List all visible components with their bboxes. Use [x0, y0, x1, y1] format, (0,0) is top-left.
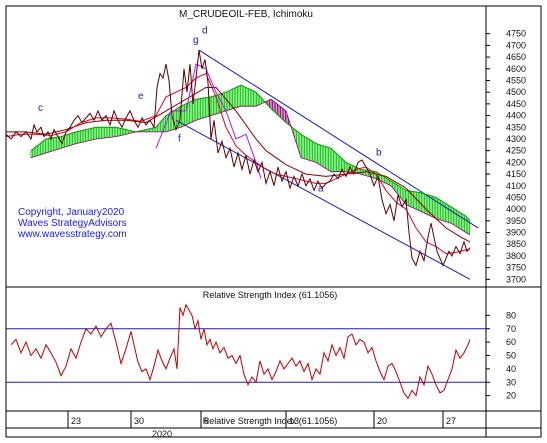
rsi-y-tick-label: 60: [506, 337, 516, 347]
wave-label-b: b: [376, 147, 382, 158]
channel-upper-line: [198, 49, 479, 229]
price-chart-title: M_CRUDEOIL-FEB, Ichimoku: [179, 9, 313, 20]
price-y-axis: 3700375038003850390039504000405041004150…: [486, 29, 526, 284]
year-label: 2020: [152, 429, 172, 439]
price-y-tick-label: 4350: [506, 122, 526, 132]
date-tick-label: 23: [71, 416, 81, 426]
date-tick-label: 27: [446, 416, 456, 426]
rsi-chart-title: Relative Strength Index (61.1056): [203, 290, 338, 300]
rsi-series-line: [10, 303, 471, 400]
kijun-line: [6, 87, 471, 243]
date-axis: 23 30 6 13 20 27: [67, 411, 456, 428]
price-y-tick-label: 3950: [506, 216, 526, 226]
price-y-tick-label: 4700: [506, 40, 526, 50]
price-y-tick-label: 3700: [506, 274, 526, 284]
rsi-y-tick-label: 80: [506, 310, 516, 320]
price-y-tick-label: 3750: [506, 263, 526, 273]
price-y-tick-label: 4150: [506, 169, 526, 179]
ichimoku-cloud: [30, 85, 470, 235]
watermark-line-1: Copyright, January2020: [18, 207, 125, 218]
price-y-tick-label: 4250: [506, 146, 526, 156]
price-y-tick-label: 3850: [506, 239, 526, 249]
wave-label-e: e: [138, 91, 144, 102]
price-y-tick-label: 4200: [506, 157, 526, 167]
wave-label-c: c: [38, 103, 43, 114]
rsi-y-tick-label: 30: [506, 377, 516, 387]
rsi-y-tick-label: 50: [506, 351, 516, 361]
price-y-tick-label: 4300: [506, 134, 526, 144]
rsi-line: [10, 303, 471, 400]
rsi-y-tick-label: 40: [506, 364, 516, 374]
price-series-lines: [5, 49, 479, 280]
price-y-tick-label: 4000: [506, 204, 526, 214]
date-tick-label: 20: [377, 416, 387, 426]
rsi-y-tick-label: 70: [506, 324, 516, 334]
price-y-tick-label: 4100: [506, 181, 526, 191]
date-tick-label: 30: [134, 416, 144, 426]
price-y-tick-label: 4650: [506, 52, 526, 62]
price-y-tick-label: 3900: [506, 228, 526, 238]
rsi-y-tick-label: 20: [506, 391, 516, 401]
watermark-line-3: www.wavesstrategy.com: [17, 229, 127, 240]
wave-label-g: g: [193, 35, 199, 46]
price-y-tick-label: 3800: [506, 251, 526, 261]
price-y-tick-label: 4600: [506, 64, 526, 74]
price-y-tick-label: 4450: [506, 99, 526, 109]
price-y-tick-label: 4550: [506, 75, 526, 85]
wave-labels: c e f gd a b: [38, 26, 382, 195]
date-tick-label: 6: [204, 416, 209, 426]
price-y-tick-label: 4050: [506, 192, 526, 202]
price-y-tick-label: 4750: [506, 29, 526, 39]
rsi-y-axis: 20 30 40 50 60 70 80: [486, 310, 516, 401]
wave-label-f: f: [178, 133, 181, 144]
price-y-tick-label: 4500: [506, 87, 526, 97]
watermark-line-2: Waves StrategyAdvisors: [18, 218, 127, 229]
rsi-chart-title-repeat: Relative Strength Index (61.1056): [203, 416, 338, 426]
wave-label-d: d: [202, 26, 208, 37]
price-line: [5, 50, 471, 267]
span-b-line: [30, 98, 471, 236]
wave-label-a: a: [318, 184, 324, 195]
date-tick-label: 13: [289, 416, 299, 426]
price-y-tick-label: 4400: [506, 111, 526, 121]
